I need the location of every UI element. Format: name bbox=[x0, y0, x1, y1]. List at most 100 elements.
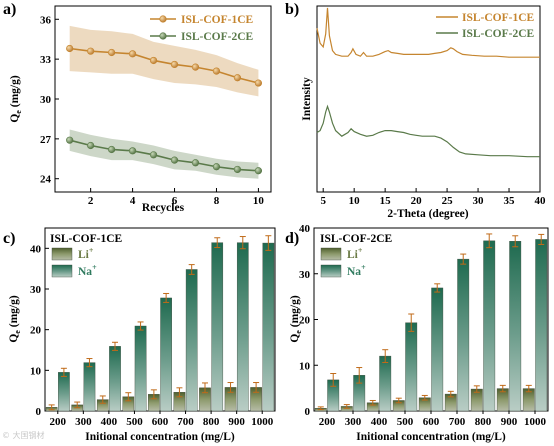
data-point bbox=[170, 60, 179, 69]
panel-d-ylabel: Qe (mg/g) bbox=[289, 295, 303, 342]
x-tick-label: 900 bbox=[228, 416, 245, 428]
legend-superscript: + bbox=[92, 263, 97, 272]
legend-superscript: + bbox=[89, 246, 94, 255]
x-tick-label: 700 bbox=[449, 416, 466, 428]
legend-marker bbox=[159, 32, 167, 40]
x-tick-label: 300 bbox=[345, 416, 362, 428]
panel-c-ticks: 0 10 20 30 40 200 300 400 500 600 700 800 900 1000 bbox=[30, 243, 274, 428]
data-point bbox=[66, 44, 74, 53]
y-tick-label: 30 bbox=[30, 284, 42, 296]
data-point bbox=[233, 165, 242, 174]
panel-c-legend: Li+ Na+ bbox=[51, 246, 97, 278]
x-tick-label: 200 bbox=[319, 416, 336, 428]
x-tick-label: 6 bbox=[172, 195, 178, 207]
confidence-band-2 bbox=[69, 129, 259, 179]
x-tick-label: 4 bbox=[130, 195, 136, 207]
x-tick-label: 30 bbox=[473, 195, 485, 207]
y-tick-label: 30 bbox=[299, 269, 311, 281]
series-line-1 bbox=[69, 47, 259, 84]
panel-a-letter: a) bbox=[3, 1, 16, 18]
x-tick-label: 15 bbox=[380, 195, 392, 207]
legend-swatch bbox=[320, 247, 342, 261]
y-tick-label: 36 bbox=[40, 14, 52, 26]
data-point bbox=[87, 141, 95, 150]
x-tick-label: 800 bbox=[203, 416, 220, 428]
x-tick-label: 600 bbox=[423, 416, 440, 428]
xrd-pattern-1 bbox=[316, 7, 540, 58]
confidence-band-1 bbox=[69, 25, 259, 97]
y-tick-label: 24 bbox=[40, 174, 52, 186]
panel-b-letter: b) bbox=[285, 1, 299, 18]
bar-na bbox=[109, 346, 121, 412]
data-point bbox=[108, 145, 116, 154]
y-tick-label: 0 bbox=[305, 406, 311, 418]
panel-c-bars bbox=[45, 235, 275, 412]
legend-label: ISL-COF-1CE bbox=[181, 14, 254, 26]
y-tick-label: 33 bbox=[40, 54, 52, 66]
bar-na bbox=[211, 242, 224, 412]
x-tick-label: 1000 bbox=[251, 416, 274, 428]
panel-d-bars bbox=[314, 233, 548, 412]
panel-a-series bbox=[66, 25, 263, 179]
y-tick-label: 10 bbox=[299, 360, 311, 372]
y-tick-label: 20 bbox=[30, 325, 42, 337]
data-point bbox=[149, 56, 158, 65]
bar-na bbox=[431, 287, 444, 412]
xrd-pattern-2 bbox=[316, 104, 540, 158]
bar-na bbox=[457, 258, 470, 412]
data-point bbox=[191, 63, 200, 71]
x-tick-label: 200 bbox=[50, 416, 67, 428]
bar-na bbox=[535, 239, 548, 412]
series-line-2 bbox=[69, 139, 259, 172]
panel-b-xlabel: 2-Theta (degree) bbox=[387, 208, 468, 220]
legend-marker bbox=[159, 15, 167, 23]
panel-d-xlabel: Initional concentration (mg/L) bbox=[356, 431, 506, 443]
data-point bbox=[128, 147, 137, 155]
y-tick-label: 40 bbox=[30, 243, 42, 255]
legend-swatch bbox=[320, 264, 342, 278]
panel-b-series bbox=[316, 7, 540, 158]
x-tick-label: 25 bbox=[442, 195, 454, 207]
x-tick-label: 20 bbox=[411, 195, 423, 207]
y-tick-label: 27 bbox=[40, 134, 52, 146]
bar-na bbox=[58, 372, 70, 412]
y-tick-label: 20 bbox=[299, 315, 311, 327]
x-tick-label: 2 bbox=[88, 195, 94, 207]
legend-label: Na+ bbox=[347, 263, 366, 278]
panel-b-frame bbox=[316, 5, 541, 193]
data-point bbox=[128, 50, 137, 58]
bar-na bbox=[134, 325, 147, 412]
data-point bbox=[108, 48, 116, 57]
bar-na bbox=[236, 242, 249, 412]
legend-label: Li+ bbox=[78, 246, 94, 261]
x-tick-label: 600 bbox=[152, 416, 169, 428]
panel-d-legend: Li+ Na+ bbox=[320, 246, 366, 278]
data-point bbox=[254, 79, 263, 87]
ylabel-text: Qe (mg/g) bbox=[9, 75, 23, 122]
x-tick-label: 8 bbox=[214, 195, 220, 207]
panel-c-ylabel: Qe (mg/g) bbox=[8, 295, 22, 342]
data-point bbox=[191, 159, 200, 167]
bar-na bbox=[262, 242, 275, 412]
watermark: © 大国钢材 bbox=[2, 431, 45, 440]
bar-na bbox=[509, 241, 522, 412]
ylabel-subscript: e bbox=[294, 330, 303, 334]
y-tick-label: 40 bbox=[299, 223, 311, 235]
bar-na bbox=[160, 297, 172, 412]
x-tick-label: 35 bbox=[504, 195, 516, 207]
x-tick-label: 500 bbox=[397, 416, 414, 428]
panel-b-ylabel: Intensity bbox=[301, 77, 313, 121]
x-tick-label: 700 bbox=[177, 416, 194, 428]
x-tick-label: 40 bbox=[535, 195, 547, 207]
legend-label: ISL-COF-2CE bbox=[462, 28, 535, 40]
panel-a-legend: ISL-COF-1CE ISL-COF-2CE bbox=[150, 14, 254, 43]
bar-na bbox=[405, 322, 418, 412]
panel-a-xlabel: Recycles bbox=[142, 202, 185, 214]
data-point bbox=[233, 74, 242, 82]
data-point bbox=[87, 47, 95, 55]
ylabel-text: Qe (mg/g) bbox=[8, 295, 22, 342]
data-point bbox=[170, 156, 179, 164]
x-tick-label: 800 bbox=[475, 416, 492, 428]
